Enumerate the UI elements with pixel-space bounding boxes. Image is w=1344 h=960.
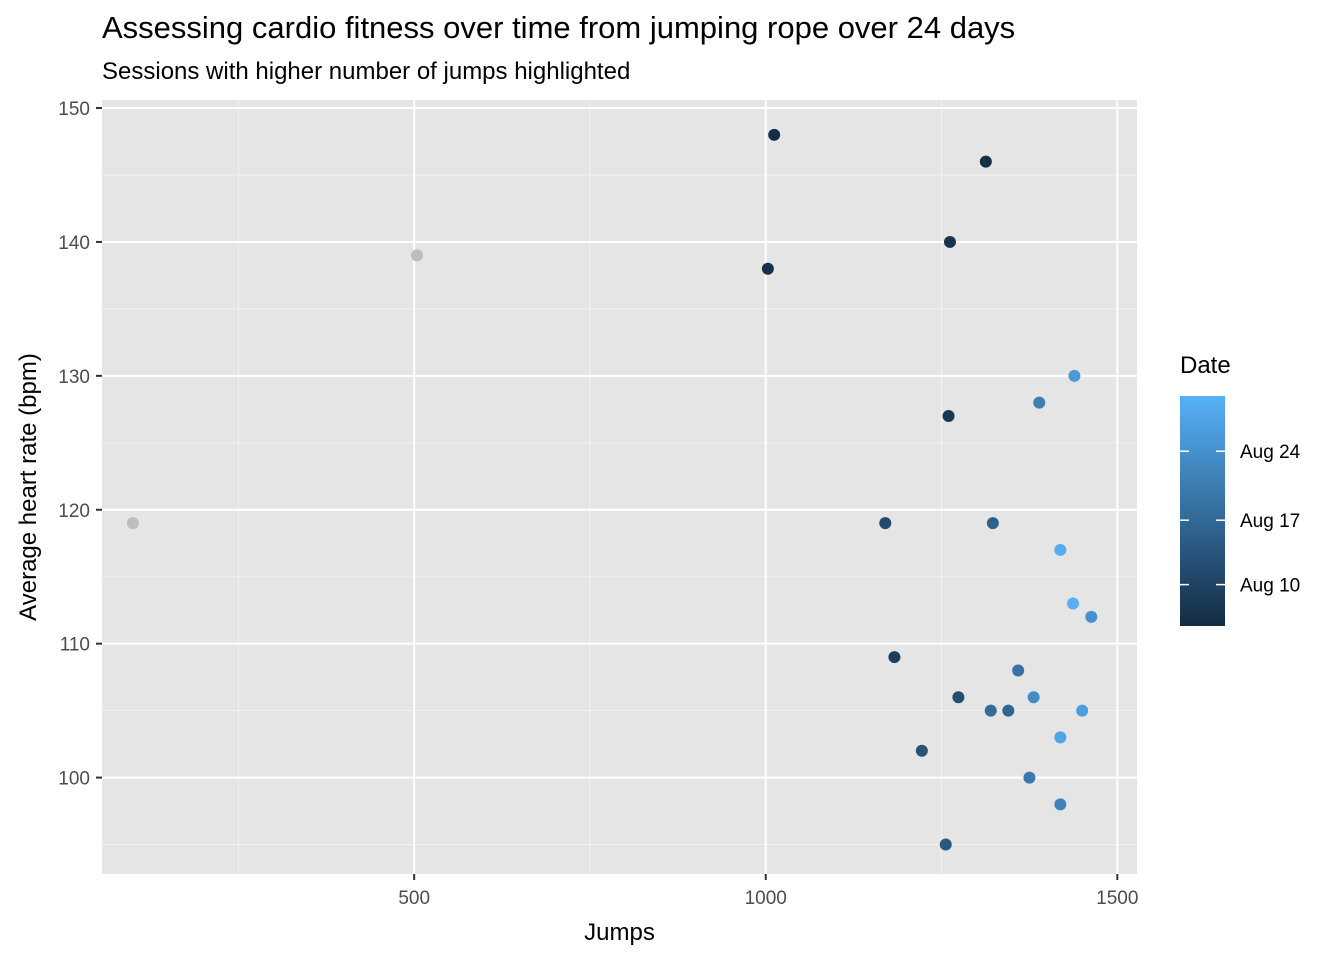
data-point [888, 651, 901, 664]
data-point [1054, 731, 1067, 744]
data-point [1085, 610, 1098, 623]
x-tick-label: 1000 [745, 888, 787, 909]
legend-label: Aug 17 [1240, 511, 1300, 532]
data-point [986, 517, 999, 530]
y-axis-label: Average heart rate (bpm) [15, 353, 42, 621]
data-point [939, 838, 952, 851]
data-point [952, 691, 965, 704]
data-point [1068, 369, 1081, 382]
data-point [1033, 396, 1046, 409]
data-point [915, 744, 928, 757]
y-tick-label: 150 [58, 99, 90, 120]
legend-label: Aug 24 [1240, 442, 1301, 463]
chart-title: Assessing cardio fitness over time from … [102, 10, 1016, 45]
data-point [979, 155, 992, 168]
data-point [984, 704, 997, 717]
data-point [1076, 704, 1089, 717]
y-tick-label: 140 [58, 233, 90, 254]
plot-panel [102, 100, 1137, 874]
data-point [1023, 771, 1036, 784]
chart-subtitle: Sessions with higher number of jumps hig… [102, 58, 631, 85]
legend-colorbar [1180, 396, 1225, 626]
data-point [1054, 798, 1067, 811]
x-tick-label: 1500 [1096, 888, 1138, 909]
legend-title: Date [1180, 352, 1231, 379]
y-tick-label: 100 [58, 769, 90, 790]
legend-label: Aug 10 [1240, 576, 1300, 597]
data-point [1054, 543, 1067, 556]
data-point [761, 262, 774, 275]
y-tick-label: 110 [60, 635, 90, 656]
data-point [942, 410, 955, 423]
data-point [411, 249, 423, 262]
y-tick-label: 120 [58, 501, 90, 522]
data-point [1027, 691, 1040, 704]
data-point [879, 517, 892, 530]
data-point [1012, 664, 1025, 677]
x-axis-label: Jumps [584, 919, 655, 946]
y-tick-label: 130 [58, 367, 90, 388]
data-point [1002, 704, 1015, 717]
data-point [943, 235, 956, 248]
data-point [1067, 597, 1080, 610]
data-point [126, 517, 139, 530]
data-point [768, 128, 781, 141]
x-tick-label: 500 [398, 888, 430, 909]
